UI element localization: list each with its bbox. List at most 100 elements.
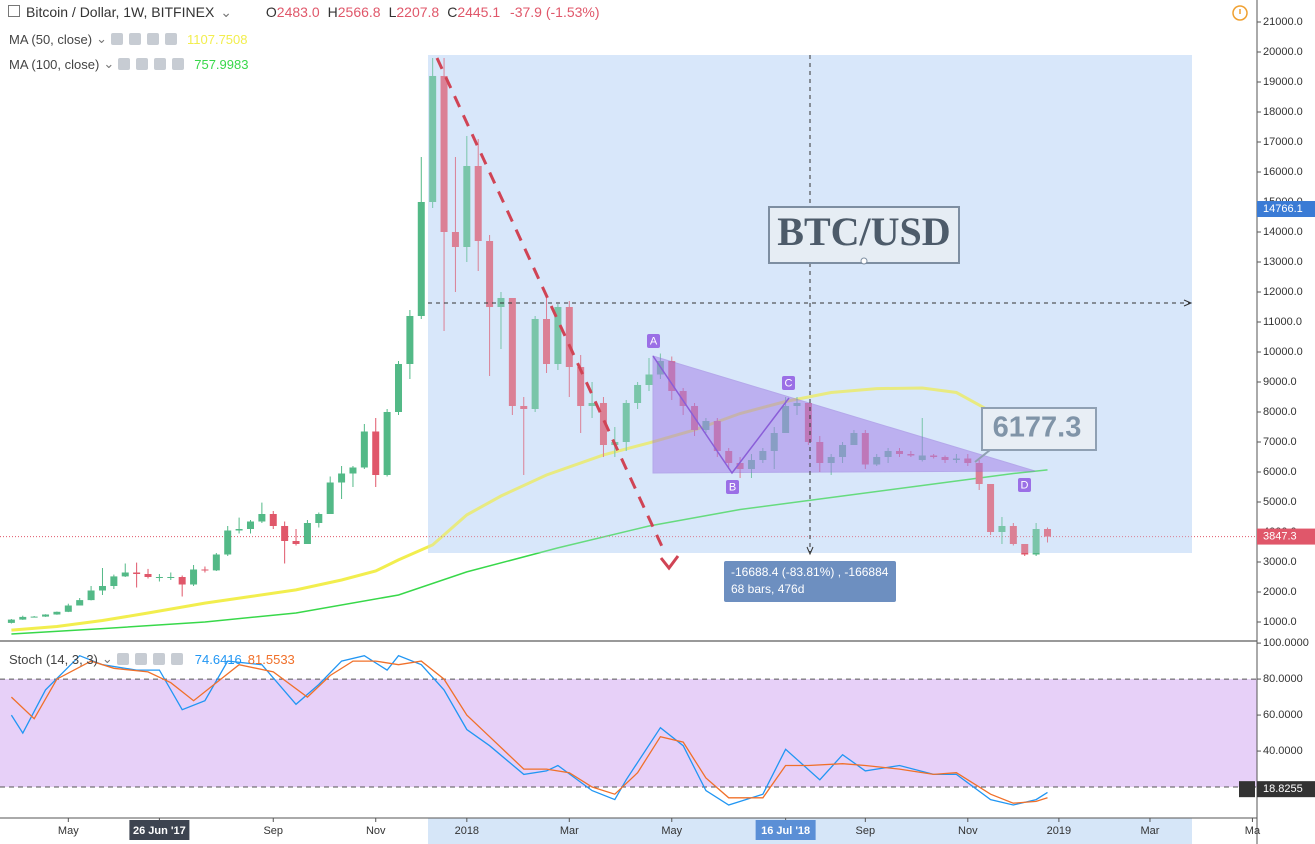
icon[interactable] [172,58,185,70]
candle-body [508,297,516,406]
icon[interactable] [165,33,177,45]
candle-body [167,576,175,578]
y-tick-label: 19000.0 [1263,76,1303,88]
candle-body [224,530,232,555]
candle-body [759,450,767,460]
ohlc: O2483.0 H2566.8 L2207.8 C2445.1 [266,4,500,20]
y-tick-label: 8000.0 [1263,406,1297,418]
collapse-icon[interactable] [8,5,20,17]
point-label-bg [726,480,739,494]
ohlc-key: C [447,4,458,20]
indicator-line [11,469,1048,635]
candle-body [486,240,494,307]
icon[interactable] [118,58,131,70]
candle-body [315,513,323,523]
icon[interactable] [147,33,159,45]
candle-body [76,600,84,606]
icon[interactable] [136,58,149,70]
candle-body [1021,543,1029,555]
candle-body [747,459,755,469]
y-tick-label: 12000.0 [1263,286,1303,298]
ma-name[interactable]: MA (100, close) [9,56,100,72]
candle-body [417,201,425,316]
candle-body [668,360,676,391]
stoch-pane [0,654,1257,806]
candle-body [998,525,1006,532]
candle-body [133,572,141,574]
candle-body [292,540,300,544]
point-label: D [1021,479,1029,491]
trend-arrow [435,57,667,554]
ma-name[interactable]: MA (50, close) [9,31,93,47]
candle-body [281,525,289,541]
x-tick-label: Sep [263,825,283,837]
candle-body [451,231,459,247]
dropdown[interactable]: ⌄ [96,31,107,46]
candle-body [190,569,198,585]
stoch-title[interactable]: Stoch (14, 3, 3) [9,651,98,667]
measure-text: 68 bars, 476d [731,582,804,596]
x-tick-label: May [661,825,682,837]
y-tick-label: 60.0000 [1263,709,1303,721]
trend-arrow-head [659,555,680,571]
icon[interactable] [152,653,165,665]
icon[interactable] [116,653,129,665]
icon[interactable] [170,653,183,665]
x-tick-label: May [58,825,79,837]
candle-body [531,318,539,409]
candle-body [144,573,152,577]
abcd-line [652,355,790,475]
candle-body [395,363,403,412]
dropdown[interactable]: ⌄ [103,56,115,71]
candle-body [440,75,448,232]
point-label: C [785,377,793,389]
callout-line [974,449,991,463]
y-tick-label: 18000.0 [1263,106,1303,118]
icon[interactable] [129,33,141,45]
y-tick-label: 17000.0 [1263,136,1303,148]
y-tick-label: 3000.0 [1263,556,1297,568]
point-label-bg [647,334,660,348]
icon[interactable] [154,58,167,70]
candle-body [964,458,972,463]
stoch-band [0,679,1257,788]
candle-body [770,432,778,451]
candle-body [155,576,163,578]
ohlc-key: H [327,4,338,20]
candle-body [577,366,585,406]
candle-body [918,455,926,460]
x-tick-highlight [129,820,190,840]
candle-body [736,462,744,469]
symbol-title[interactable]: Bitcoin / Dollar, 1W, BITFINEX [26,4,215,20]
y-tick-label: 1000.0 [1263,616,1297,628]
candle-body [839,444,847,457]
x-tick-label: 2019 [1047,825,1071,837]
icon[interactable] [111,33,123,45]
y-tick-label: 100.0000 [1263,637,1309,649]
measure-box [724,561,896,602]
candle-body [599,402,607,445]
stoch-values: 74.6416 81.5533 [189,652,295,667]
header: Bitcoin / Dollar, 1W, BITFINEX ⌄ O2483.0 H… [8,4,600,21]
x-tick-label: Nov [958,825,978,837]
price-tag-label: 3847.3 [1263,530,1297,542]
y-tick-label: 10000.0 [1263,346,1303,358]
y-tick-label: 13000.0 [1263,256,1303,268]
candle-body [861,432,869,465]
icon[interactable] [134,653,147,665]
candle-body [178,576,186,585]
candle-body [30,616,38,618]
y-tick-label: 2000.0 [1263,586,1297,598]
candle-body [930,455,938,457]
candle-body [565,306,573,367]
candle-body [463,165,471,247]
candle-body [235,528,243,531]
y-tick-label: 40.0000 [1263,745,1303,757]
indicator-line [10,660,1048,804]
candle-body [7,619,15,623]
candles [7,57,1051,624]
alert-icon[interactable] [1232,5,1248,21]
y-tick-label: 7000.0 [1263,436,1297,448]
candle-body [588,402,596,406]
price-tag-label: 14766.1 [1263,203,1303,215]
